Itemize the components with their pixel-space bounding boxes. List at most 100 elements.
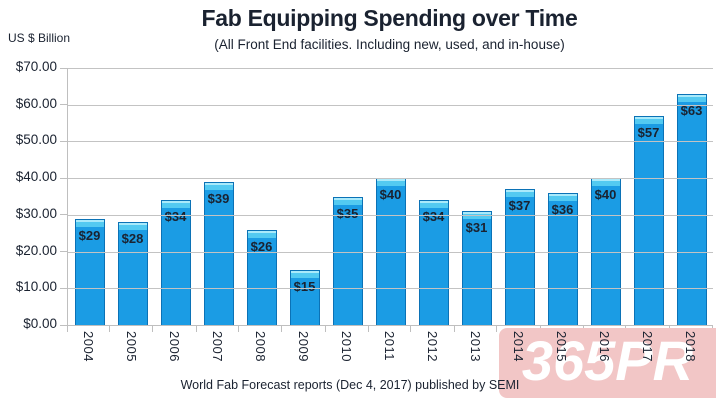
bar-value-label: $36 <box>551 201 574 217</box>
y-tick-label: $50.00 <box>15 132 57 148</box>
bar-slot: $15 <box>283 68 326 325</box>
y-tick-mark <box>60 324 67 326</box>
watermark: 365PR <box>499 328 716 398</box>
gridline <box>68 104 713 106</box>
y-axis-ticks <box>60 67 67 326</box>
bar-value-label: $34 <box>164 209 187 225</box>
x-category-cell: 2015 <box>540 331 583 362</box>
bar: $31 <box>461 211 492 325</box>
bar-slot: $28 <box>111 68 154 325</box>
x-category-cell: 2006 <box>153 331 196 362</box>
source-caption: World Fab Forecast reports (Dec 4, 2017)… <box>180 378 520 392</box>
x-category-cell: 2004 <box>67 331 110 362</box>
bar: $34 <box>160 200 191 325</box>
bars-row: $29 $28 $34 $39 $26 $15 $35 $40 $34 $31 $37 $36 $40 $… <box>68 68 713 325</box>
x-category-cell: 2012 <box>411 331 454 362</box>
gridline <box>68 178 713 180</box>
bar-slot: $40 <box>584 68 627 325</box>
bar-slot: $39 <box>197 68 240 325</box>
bar-value-label: $63 <box>680 102 703 118</box>
y-tick-mark <box>60 287 67 289</box>
x-category-cell: 2007 <box>196 331 239 362</box>
gridline <box>68 214 713 216</box>
y-axis-unit-label: US $ Billion <box>8 31 71 45</box>
x-category-label: 2016 <box>597 331 612 362</box>
y-tick-label: $70.00 <box>15 59 57 74</box>
x-tick-mark <box>324 326 326 332</box>
x-category-cell: 2013 <box>454 331 497 362</box>
y-tick-label: $60.00 <box>15 95 57 111</box>
bar: $34 <box>418 200 449 325</box>
x-category-cell: 2009 <box>282 331 325 362</box>
x-category-cell: 2018 <box>669 331 712 362</box>
x-category-label: 2017 <box>640 331 655 362</box>
y-axis-labels: $70.00 $60.00 $50.00 $40.00 $30.00 $20.00 $10.… <box>0 59 57 331</box>
bar-slot: $36 <box>541 68 584 325</box>
x-category-label: 2015 <box>554 331 569 362</box>
x-category-cell: 2011 <box>368 331 411 362</box>
plot-area: $29 $28 $34 $39 $26 $15 $35 $40 $34 $31 $37 $36 $40 $… <box>67 68 713 326</box>
x-category-label: 2004 <box>81 331 96 362</box>
bar: $57 <box>633 115 664 325</box>
bar-value-label: $40 <box>379 187 402 203</box>
x-tick-mark <box>109 326 111 332</box>
x-axis-labels: 2004 2005 2006 2007 2008 2009 2010 2011 2012 2013… <box>67 331 712 362</box>
bar-slot: $40 <box>369 68 412 325</box>
watermark-text: 365PR <box>521 329 694 392</box>
bar: $29 <box>74 218 105 325</box>
x-tick-mark <box>453 326 455 332</box>
bar: $28 <box>117 222 148 325</box>
x-tick-mark <box>367 326 369 332</box>
bar-slot: $34 <box>154 68 197 325</box>
x-category-label: 2013 <box>468 331 483 362</box>
x-category-cell: 2016 <box>583 331 626 362</box>
gridline <box>68 68 713 69</box>
bar-value-label: $40 <box>594 187 617 203</box>
bar: $15 <box>289 269 320 325</box>
bar: $36 <box>547 192 578 325</box>
x-category-cell: 2008 <box>239 331 282 362</box>
gridline <box>68 288 713 290</box>
x-category-label: 2011 <box>382 331 397 361</box>
x-category-cell: 2005 <box>110 331 153 362</box>
x-tick-mark <box>66 326 68 332</box>
bar-value-label: $35 <box>336 205 359 221</box>
x-tick-mark <box>410 326 412 332</box>
bar-slot: $31 <box>455 68 498 325</box>
bar-value-label: $39 <box>207 190 230 206</box>
bar-value-label: $29 <box>78 227 101 243</box>
bar-value-label: $15 <box>293 278 316 294</box>
x-category-label: 2010 <box>339 331 354 362</box>
gridline <box>68 251 713 253</box>
bar-value-label: $28 <box>121 231 144 247</box>
y-tick-label: $40.00 <box>15 169 57 185</box>
x-tick-mark <box>238 326 240 332</box>
x-category-cell: 2017 <box>626 331 669 362</box>
y-tick-label: $0.00 <box>23 316 57 331</box>
gridline <box>68 141 713 143</box>
x-tick-mark <box>281 326 283 332</box>
chart-subtitle: (All Front End facilities. Including new… <box>214 37 565 52</box>
bar-slot: $26 <box>240 68 283 325</box>
bar-slot: $35 <box>326 68 369 325</box>
bar-slot: $57 <box>627 68 670 325</box>
chart-title: Fab Equipping Spending over Time <box>201 5 578 31</box>
y-tick-mark <box>60 104 67 106</box>
y-tick-mark <box>60 140 67 142</box>
bar-slot: $63 <box>670 68 713 325</box>
x-tick-mark <box>195 326 197 332</box>
y-tick-label: $30.00 <box>15 205 57 221</box>
y-tick-label: $10.00 <box>15 279 57 295</box>
bar-value-label: $31 <box>465 220 488 236</box>
y-tick-label: $20.00 <box>15 242 57 258</box>
x-category-label: 2009 <box>296 331 311 362</box>
bar-value-label: $34 <box>422 209 445 225</box>
bar: $39 <box>203 181 234 325</box>
bar: $37 <box>504 189 535 325</box>
y-tick-mark <box>60 214 67 216</box>
bar-value-label: $37 <box>508 198 531 214</box>
y-tick-mark <box>60 67 67 69</box>
bar-value-label: $26 <box>250 238 273 254</box>
x-tick-mark <box>496 326 498 332</box>
